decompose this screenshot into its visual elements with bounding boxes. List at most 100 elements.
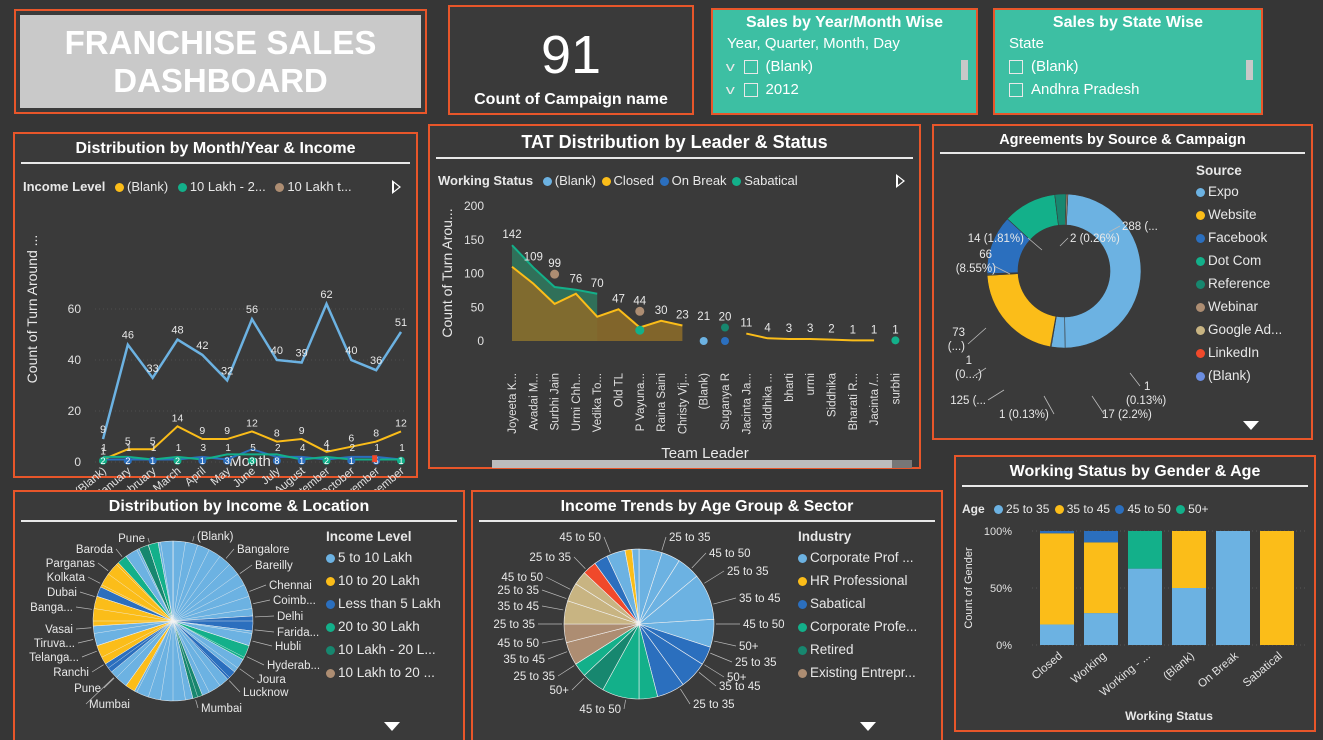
slicer-year-month[interactable]: Sales by Year/Month Wise Year, Quarter, … (711, 8, 978, 115)
legend-item[interactable]: On Break (671, 173, 727, 188)
legend-dot-icon (326, 645, 335, 655)
legend-more-icon[interactable] (384, 722, 400, 731)
legend-dot-icon (1196, 187, 1205, 197)
legend-item[interactable]: Reference (1196, 276, 1282, 291)
legend-item[interactable]: Google Ad... (1196, 322, 1282, 337)
checkbox-icon[interactable] (743, 82, 758, 97)
data-label: 3 (807, 323, 813, 335)
legend-item[interactable]: (Blank) (1196, 368, 1282, 383)
chart-tat-leader[interactable]: TAT Distribution by Leader & Status Work… (428, 124, 921, 469)
legend-more-icon[interactable] (1243, 421, 1259, 430)
legend-item[interactable]: 10 Lakh - 20 L... (326, 642, 441, 657)
pie-divider (172, 620, 238, 669)
chart-age-sector[interactable]: Income Trends by Age Group & Sector 25 t… (471, 490, 943, 740)
kpi-card-campaign-count[interactable]: 91 Count of Campaign name (448, 5, 694, 115)
legend-item[interactable]: 10 Lakh - 2... (189, 179, 266, 194)
legend-item[interactable]: Corporate Profe... (798, 619, 917, 634)
chart-month-income[interactable]: Distribution by Month/Year & Income Inco… (13, 132, 418, 494)
pie-label: 35 to 45 (497, 601, 539, 613)
slicer-state[interactable]: Sales by State Wise State (Blank) Andhra… (993, 8, 1263, 115)
legend-more-icon[interactable] (860, 722, 876, 731)
chart-gender-age[interactable]: Working Status by Gender & Age Age 25 to… (954, 455, 1316, 732)
legend-item[interactable]: Website (1196, 207, 1282, 222)
legend-item[interactable]: Sabatical (798, 596, 917, 611)
legend-item[interactable]: HR Professional (798, 573, 917, 588)
legend-item[interactable]: (Blank) (127, 179, 169, 194)
checkbox-icon[interactable] (743, 59, 758, 74)
data-label: 1 (100, 445, 106, 457)
data-point (347, 456, 356, 465)
legend-item[interactable]: Webinar (1196, 299, 1282, 314)
legend-item[interactable]: Expo (1196, 184, 1282, 199)
data-label: 4 (300, 443, 306, 454)
legend-dot-icon (1196, 302, 1205, 312)
data-label: 46 (122, 330, 134, 342)
checkbox-icon[interactable] (1009, 82, 1023, 97)
legend-item[interactable]: Sabatical (744, 173, 798, 188)
legend-dot-icon (275, 183, 285, 193)
legend-item[interactable]: Closed (613, 173, 655, 188)
pie-label: Lucknow (243, 687, 289, 699)
legend-item[interactable]: Existing Entrepr... (798, 665, 917, 680)
x-tick-label: Urmi Chh... (571, 373, 583, 431)
leader-line (541, 589, 567, 599)
data-label: 5 (125, 435, 131, 447)
pie-divider (148, 620, 174, 698)
data-label: 5 (150, 435, 156, 447)
legend-item[interactable]: 10 Lakh to 20 ... (326, 665, 441, 680)
slicer-state-scrollbar[interactable] (1246, 60, 1253, 80)
data-label: 142 (502, 229, 521, 241)
legend-item[interactable]: 5 to 10 Lakh (326, 550, 441, 565)
legend-item[interactable]: 35 to 45 (1066, 502, 1111, 516)
legend-item[interactable]: 45 to 50 (1127, 502, 1171, 516)
slicer-year-item-2012[interactable]: v 2012 (725, 81, 976, 98)
legend-item[interactable]: 20 to 30 Lakh (326, 619, 441, 634)
legend-item[interactable]: (Blank) (554, 173, 596, 188)
data-point (198, 456, 207, 465)
chart-income-location[interactable]: Distribution by Income & Location Pune (B… (13, 490, 465, 740)
scrollbar-thumb[interactable] (892, 460, 912, 468)
slicer-year-item-blank[interactable]: v (Blank) (725, 58, 976, 75)
data-label: 39 (296, 348, 308, 360)
leader-line (75, 627, 92, 630)
legend-item[interactable]: Less than 5 Lakh (326, 596, 441, 611)
pie-label: 50+ (549, 685, 569, 697)
legend-item[interactable]: Retired (798, 642, 917, 657)
chart-agreements-source[interactable]: Agreements by Source & Campaign 288 (...… (932, 124, 1313, 440)
legend-item[interactable]: 10 to 20 Lakh (326, 573, 441, 588)
chevron-down-icon[interactable]: v (725, 59, 735, 74)
leader-line (103, 677, 115, 689)
data-label: 5 (250, 443, 256, 454)
slicer-state-item-blank[interactable]: (Blank) (1009, 58, 1261, 75)
legend-item[interactable]: 25 to 35 (1006, 502, 1050, 516)
y-tick-label: 0% (996, 640, 1012, 652)
slicer-state-item-andhra[interactable]: Andhra Pradesh (1009, 81, 1261, 98)
bar-segment (1172, 588, 1206, 645)
slicer-year-scrollbar[interactable] (961, 60, 968, 80)
leader-line (1129, 372, 1141, 387)
pie-label: 25 to 35 (513, 671, 555, 683)
legend-dot-icon (1196, 210, 1205, 220)
legend-next-icon[interactable] (392, 180, 401, 194)
data-label: 1 (892, 324, 898, 336)
legend-next-icon[interactable] (896, 174, 905, 188)
legend-item[interactable]: 50+ (1188, 502, 1209, 516)
data-label: 1 (325, 443, 331, 454)
bar-segment (1040, 533, 1074, 625)
legend-item[interactable]: Corporate Prof ... (798, 550, 917, 565)
legend-item[interactable]: LinkedIn (1196, 345, 1282, 360)
bar-segment (1172, 531, 1206, 588)
legend-dot-icon (326, 668, 335, 678)
chevron-down-icon[interactable]: v (725, 82, 735, 97)
horizontal-scrollbar[interactable] (492, 460, 892, 468)
pie-label: 50+ (739, 641, 759, 653)
checkbox-icon[interactable] (1009, 59, 1023, 74)
legend-item[interactable]: 10 Lakh t... (287, 179, 352, 194)
stacked-bar-plot: 0% 50% 100% Count of Gender Working Status Cl… (963, 526, 1306, 723)
legend-item[interactable]: Dot Com (1196, 253, 1282, 268)
pie-label: Mumbai (201, 703, 242, 715)
pie-label: Bareilly (255, 560, 293, 572)
pie-divider (172, 620, 221, 686)
pie-divider (93, 620, 174, 634)
legend-item[interactable]: Facebook (1196, 230, 1282, 245)
